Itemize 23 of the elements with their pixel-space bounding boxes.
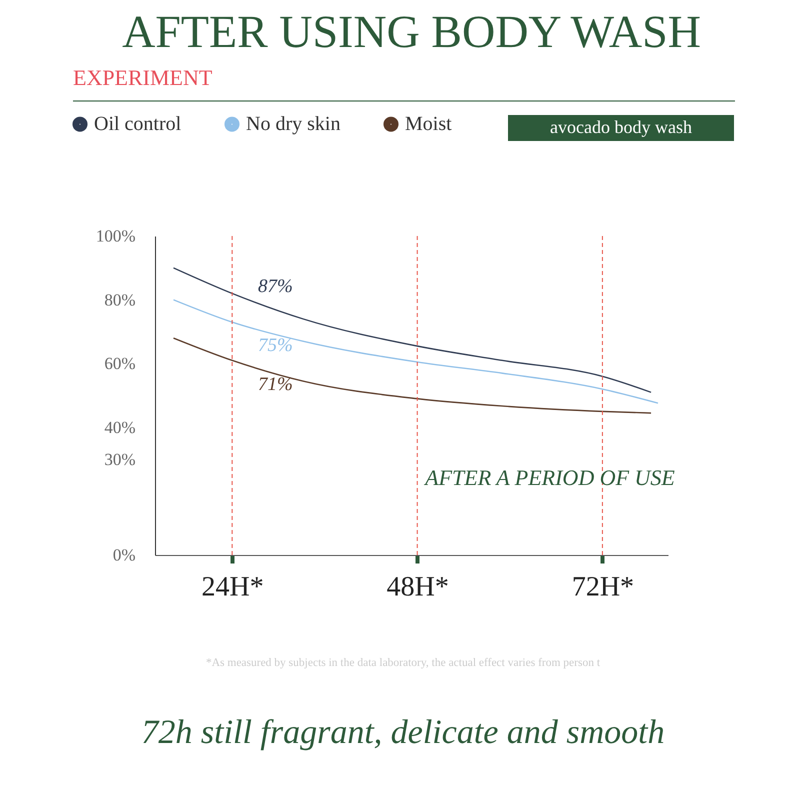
y-tick-label: 0%: [112, 546, 136, 564]
line-series: [172, 267, 652, 393]
annotation: 75%: [258, 335, 293, 356]
x-tick-label: 72H*: [572, 572, 634, 602]
y-tick-label: 100%: [96, 226, 136, 246]
text: avocado body wash: [550, 117, 692, 137]
text: 72h still fragrant, delicate and smooth: [141, 714, 665, 751]
y-tick-label: 40%: [104, 418, 136, 437]
x-tick-label: 24H*: [202, 572, 264, 602]
y-tick-label: 60%: [104, 354, 136, 374]
annotation: 87%: [258, 276, 293, 297]
legend-label: Moist: [405, 113, 452, 136]
y-tick-label: 80%: [104, 290, 136, 310]
line-series: [172, 337, 652, 414]
chart-title: AFTER USING BODY WASH: [122, 6, 701, 57]
line-series: [172, 299, 659, 404]
x-tick-label: 48H*: [386, 572, 449, 602]
annotation: 71%: [258, 374, 293, 395]
annotation: AFTER A PERIOD OF USE: [423, 465, 676, 490]
legend-label: No dry skin: [246, 113, 340, 136]
legend-label: Oil control: [94, 113, 182, 136]
y-tick-label: 30%: [104, 450, 136, 469]
chart-subtitle: EXPERIMENT: [73, 65, 213, 90]
